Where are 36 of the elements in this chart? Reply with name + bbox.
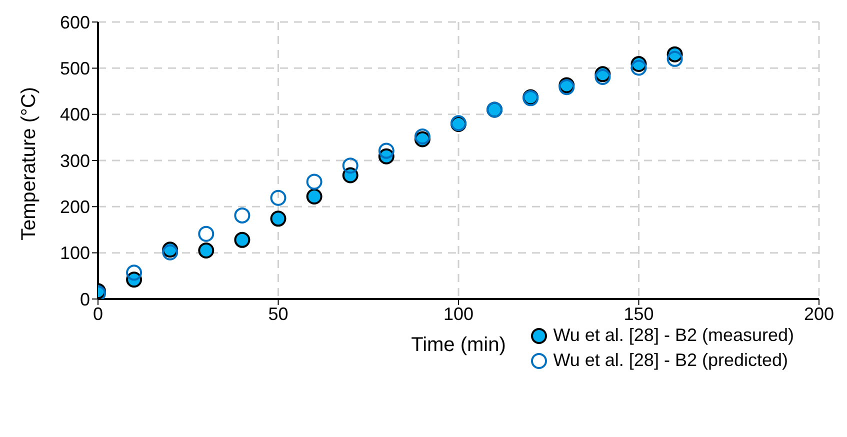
x-tick-label: 50 [268,304,288,324]
y-tick-label: 300 [60,150,90,171]
y-tick-label: 500 [60,58,90,79]
point [378,142,394,159]
y-tick-label: 600 [60,12,90,32]
point [666,50,683,67]
legend-label: Wu et al. [28] - B2 (predicted) [553,350,788,371]
point [126,272,142,288]
point [234,232,250,248]
point [414,131,430,148]
point [666,46,683,62]
y-tick-label: 100 [60,243,90,264]
point [198,226,214,242]
point [126,264,142,281]
legend-label: Wu et al. [28] - B2 (measured) [553,325,794,346]
x-axis-title: Time (min) [411,334,506,356]
point [630,56,647,72]
point [270,190,286,206]
point [306,174,322,190]
y-axis-title: Temperature (°C) [18,86,40,240]
point [306,188,322,205]
point [342,158,358,174]
y-tick-label: 0 [80,289,90,310]
x-tick-label: 100 [443,304,474,324]
y-tick-label: 200 [60,197,90,218]
y-tick-label: 400 [60,104,90,125]
x-tick-label: 200 [804,304,834,324]
point [378,148,394,164]
point [234,207,250,224]
point [342,167,358,184]
point [198,242,214,259]
point [630,60,647,76]
point [414,128,430,144]
x-tick-label: 150 [624,304,654,324]
x-tick-label: 0 [92,304,104,324]
point [270,210,286,227]
